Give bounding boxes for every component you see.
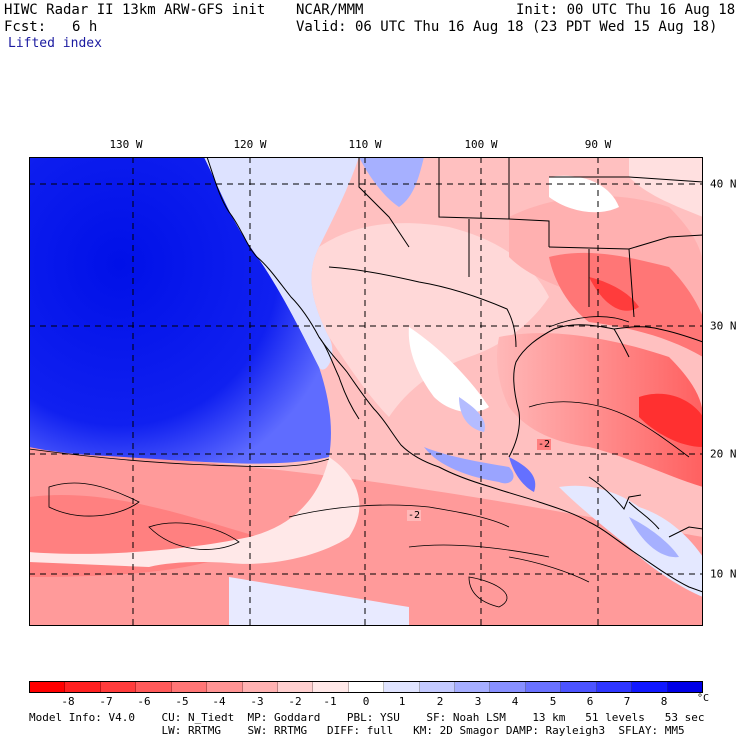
colorbar-label: 6 [586, 695, 594, 708]
colorbar-swatch [596, 682, 633, 692]
colorbar-label: 4 [511, 695, 519, 708]
colorbar-swatch [667, 682, 703, 692]
colorbar-label: -3 [250, 695, 264, 708]
colorbar-unit: °C [697, 693, 710, 704]
color-scale-bar [29, 681, 703, 693]
midwest-neutral [549, 175, 619, 213]
lat-label-30n: 30 N [710, 319, 737, 333]
colorbar-label: -6 [137, 695, 151, 708]
lat-label-20n: 20 N [710, 447, 737, 461]
unstable-core-southeast [589, 277, 639, 311]
colorbar-swatch [277, 682, 314, 692]
colorbar-label: -1 [323, 695, 337, 708]
colorbar-swatch [136, 682, 172, 692]
colorbar-swatch [419, 682, 456, 692]
stable-ocean-region [29, 157, 331, 464]
colorbar-label: -4 [212, 695, 226, 708]
stable-patch-central-america [629, 517, 679, 558]
lon-label-120w: 120 W [233, 138, 267, 151]
colorbar-swatch [30, 682, 66, 692]
colorbar-label: 2 [436, 695, 444, 708]
colorbar-swatch [490, 682, 526, 692]
lat-label-10n: 10 N [710, 567, 737, 581]
valid-time: Valid: 06 UTC Thu 16 Aug 18 (23 PDT Wed … [296, 19, 718, 35]
lon-label-110w: 110 W [348, 138, 382, 151]
contour-lines [29, 316, 690, 608]
colorbar-swatch [171, 682, 208, 692]
colorbar-label: -5 [175, 695, 189, 708]
colorbar-swatch [348, 682, 385, 692]
colorbar-swatch [242, 682, 278, 692]
forecast-label: Fcst: [4, 19, 47, 35]
model-info-line-1: Model Info: V4.0 CU: N_Tiedt MP: Goddard… [29, 711, 705, 724]
colorbar-label: 8 [660, 695, 668, 708]
product-title: HIWC Radar II 13km ARW-GFS init [4, 2, 266, 18]
field-name: Lifted index [8, 36, 102, 51]
colorbar-label: 5 [549, 695, 557, 708]
gulf-of-mexico-unstable [497, 333, 703, 487]
stable-patch-south [229, 577, 409, 626]
colorbar-label: -7 [99, 695, 113, 708]
forecast-hour: 6 h [72, 19, 98, 35]
stable-patch-north [359, 157, 424, 207]
interior-plateau [311, 223, 549, 417]
stable-patch-gulf-coast [509, 457, 536, 492]
colorbar-swatch [525, 682, 562, 692]
colorbar-swatch [207, 682, 243, 692]
lon-label-130w: 130 W [109, 138, 143, 151]
colorbar-swatch [632, 682, 668, 692]
lifted-index-map [29, 157, 703, 626]
colorbar-label: 7 [623, 695, 631, 708]
lat-label-40n: 40 N [710, 177, 737, 191]
init-time: Init: 00 UTC Thu 16 Aug 18 [516, 2, 736, 18]
contour-label: -2 [407, 510, 422, 521]
lat-lon-grid [29, 157, 703, 626]
colorbar-swatch [455, 682, 491, 692]
colorbar-swatch [65, 682, 101, 692]
neutral-band-offshore [29, 457, 360, 567]
lon-label-100w: 100 W [464, 138, 498, 151]
tropical-unstable-band [29, 447, 703, 626]
stable-patch-plateau [459, 397, 485, 432]
unstable-core-yucatan [639, 393, 703, 447]
stable-patch-coast [424, 447, 514, 484]
colorbar-label: 1 [398, 695, 406, 708]
map-frame [29, 157, 703, 626]
colorbar-label: -2 [288, 695, 302, 708]
colorbar-swatch [313, 682, 349, 692]
coastal-transition [204, 157, 359, 370]
forecast-map: -2 -2 [29, 157, 703, 626]
colorbar-label: 0 [362, 695, 370, 708]
northeast-region [629, 157, 703, 217]
lon-label-90w: 90 W [584, 138, 612, 151]
central-america-region [559, 485, 703, 597]
colorbar-label: -8 [61, 695, 75, 708]
coastlines-and-borders [206, 157, 703, 593]
contour-label: -2 [537, 439, 552, 450]
colorbar-label: 3 [474, 695, 482, 708]
mexican-plateau-neutral [408, 327, 489, 413]
model-info-line-2: LW: RRTMG SW: RRTMG DIFF: full KM: 2D Sm… [29, 724, 685, 737]
colorbar-swatch [561, 682, 597, 692]
organization-label: NCAR/MMM [296, 2, 364, 18]
colorbar-swatch [100, 682, 137, 692]
colorbar-swatch [384, 682, 420, 692]
